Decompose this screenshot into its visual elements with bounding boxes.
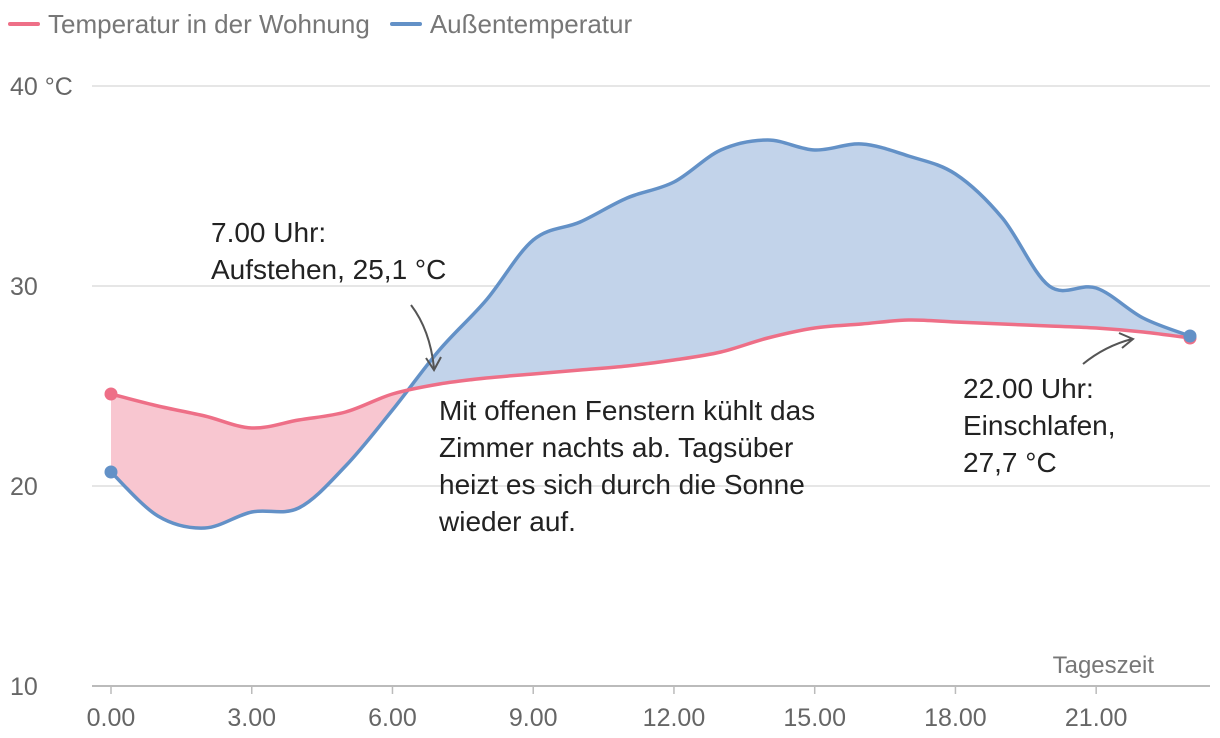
annotation-arrows (410, 304, 1135, 372)
series-line-outside (109, 138, 1192, 530)
y-tick-label: 30 (10, 273, 38, 301)
marker-outside-start[interactable] (104, 465, 118, 479)
annotation-morning: 7.00 Uhr: Aufstehen, 25,1 °C (211, 217, 447, 285)
y-tick-label: 40 °C (10, 73, 73, 101)
marker-outside-end[interactable] (1183, 329, 1197, 343)
x-tick-label: 15.00 (783, 704, 846, 732)
line-layer (109, 138, 1192, 530)
x-tick-label: 6.00 (368, 704, 417, 732)
legend-swatch-inside (8, 22, 40, 26)
x-tick-label: 0.00 (87, 704, 136, 732)
legend-label-outside: Außentemperatur (429, 8, 633, 39)
legend: Temperatur in der Wohnung Außentemperatu… (8, 6, 632, 42)
annotation-arrow-morning (410, 304, 435, 369)
area-inside-warmer (111, 390, 408, 529)
x-tick-label: 12.00 (643, 704, 706, 732)
x-axis-label: Tageszeit (1053, 652, 1155, 679)
legend-label-inside: Temperatur in der Wohnung (48, 8, 370, 39)
legend-swatch-outside (389, 22, 422, 26)
y-tick-label: 20 (10, 473, 38, 501)
annotation-arrow-morning-head (425, 356, 442, 372)
x-tick-label: 3.00 (227, 704, 276, 732)
legend-item-outside[interactable]: Außentemperatur (389, 8, 633, 40)
marker-layer (104, 329, 1197, 479)
annotation-middle: Mit offenen Fenstern kühlt das Zimmer na… (439, 395, 816, 537)
marker-inside-start[interactable] (104, 387, 118, 401)
area-outside-warmer (407, 140, 1190, 391)
tick-layer: 10 20 30 40 °C 0.00 3.00 6.00 9.00 12.00 15.00 18.… (10, 73, 1127, 732)
x-tick-label: 9.00 (509, 704, 558, 732)
annotation-evening: 22.00 Uhr: Einschlafen, 27,7 °C (963, 373, 1116, 478)
area-layer (111, 140, 1190, 529)
series-line-inside (109, 318, 1192, 430)
x-tick-label: 18.00 (924, 704, 987, 732)
annotation-arrow-evening (1082, 338, 1133, 365)
x-tick-label: 21.00 (1065, 704, 1128, 732)
legend-item-inside[interactable]: Temperatur in der Wohnung (8, 9, 370, 40)
annotation-arrow-evening-head (1118, 332, 1135, 349)
y-tick-label: 10 (10, 673, 38, 701)
